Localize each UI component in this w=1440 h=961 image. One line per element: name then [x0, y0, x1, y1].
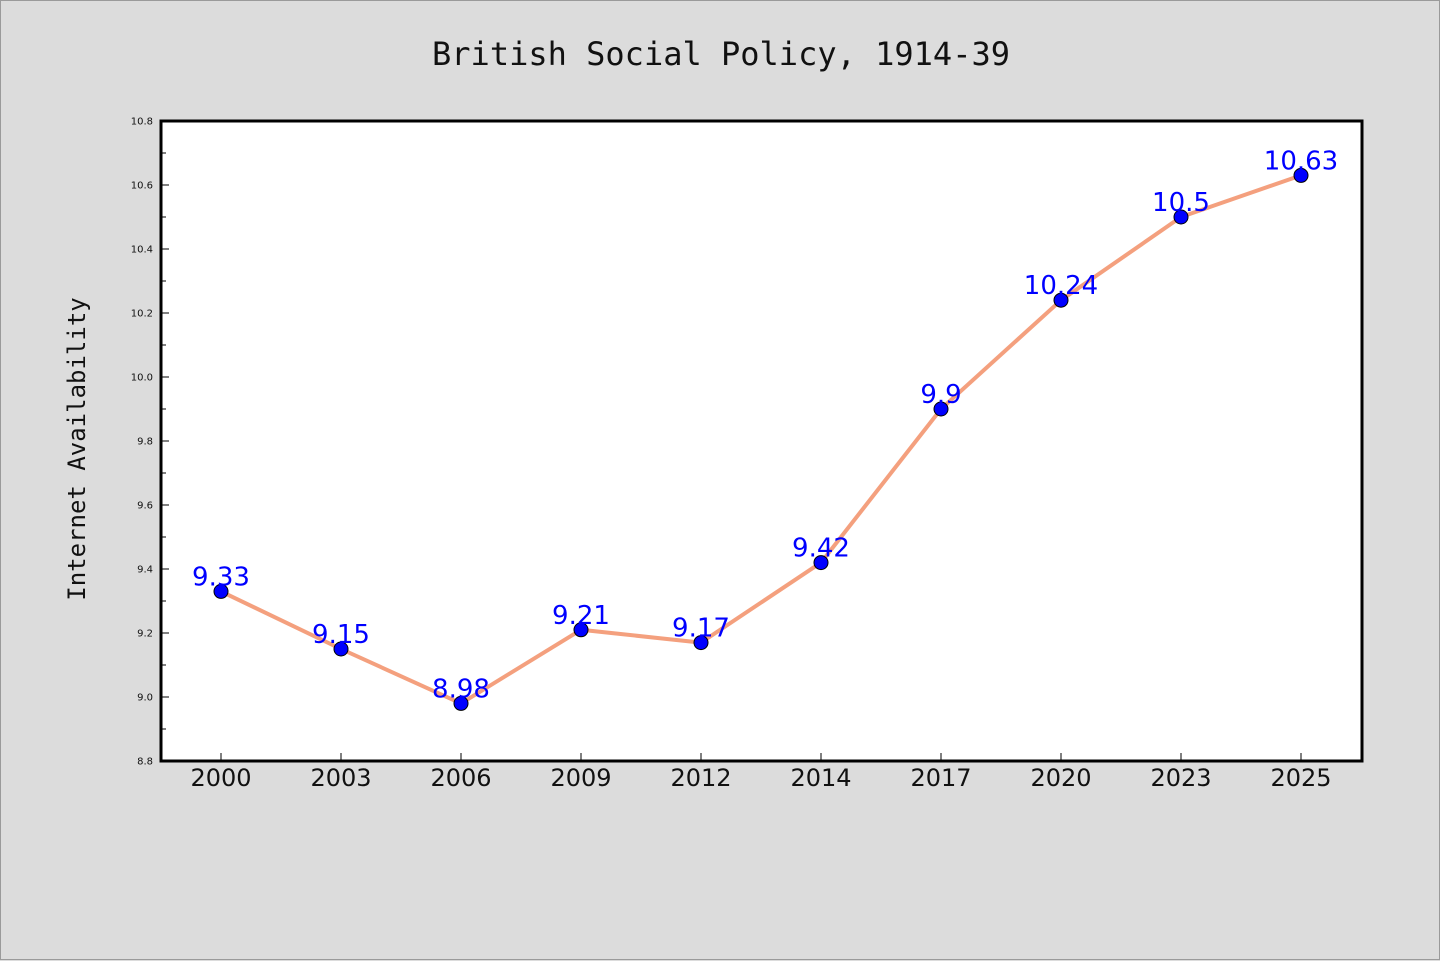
y-axis: 8.8 9.0 9.2 9.4 9.6 9.8 10.0 10.2 10.4 10.6 10.8 [131, 117, 169, 768]
data-label: 10.5 [1152, 188, 1210, 218]
y-tick-label: 9.4 [137, 565, 153, 576]
plot-area [159, 119, 1364, 763]
y-tick-label: 9.8 [137, 437, 153, 448]
y-tick-label: 9.0 [137, 693, 153, 704]
data-point [693, 635, 709, 651]
x-axis: 2000 2003 2006 2009 2012 2014 2017 2020 2023 2025 [190, 753, 1332, 792]
data-label: 9.15 [312, 620, 370, 650]
y-tick-label: 10.4 [131, 245, 153, 256]
x-tick-label: 2020 [1030, 764, 1091, 792]
x-tick-label: 2025 [1270, 764, 1331, 792]
data-label: 8.98 [432, 674, 490, 704]
data-point [1293, 167, 1309, 183]
series-line [219, 173, 1303, 706]
x-tick-label: 2023 [1150, 764, 1211, 792]
chart-title: British Social Policy, 1914-39 [432, 35, 1010, 73]
y-tick-label: 10.8 [131, 117, 153, 128]
y-tick-label: 10.6 [131, 181, 153, 192]
data-label: 9.17 [672, 614, 730, 644]
x-tick-label: 2012 [670, 764, 731, 792]
data-point [573, 622, 589, 638]
x-tick-label: 2014 [790, 764, 851, 792]
y-tick-label: 10.2 [131, 309, 153, 320]
data-series: 9.33 9.15 8.98 9.21 9.17 9.42 9.9 10.24 10.5 10.6… [192, 146, 1338, 711]
x-tick-label: 2017 [910, 764, 971, 792]
data-point [453, 695, 469, 711]
y-axis-label: Internet Availability [63, 297, 91, 600]
data-label: 10.24 [1024, 271, 1098, 301]
data-point [813, 555, 829, 571]
x-tick-label: 2003 [310, 764, 371, 792]
y-tick-label: 9.2 [137, 629, 153, 640]
data-point [933, 401, 949, 417]
y-tick-label: 9.6 [137, 501, 153, 512]
y-tick-label: 10.0 [131, 373, 153, 384]
data-point [1053, 292, 1069, 308]
y-tick-label: 8.8 [137, 757, 153, 768]
data-label: 9.33 [192, 562, 250, 592]
data-point [1173, 209, 1189, 225]
x-tick-label: 2006 [430, 764, 491, 792]
data-point [333, 641, 349, 657]
x-tick-label: 2000 [190, 764, 251, 792]
data-label: 10.63 [1264, 146, 1338, 176]
data-label: 9.42 [792, 534, 850, 564]
data-point [213, 583, 229, 599]
data-label: 9.9 [920, 380, 961, 410]
x-tick-label: 2009 [550, 764, 611, 792]
data-label: 9.21 [552, 601, 610, 631]
